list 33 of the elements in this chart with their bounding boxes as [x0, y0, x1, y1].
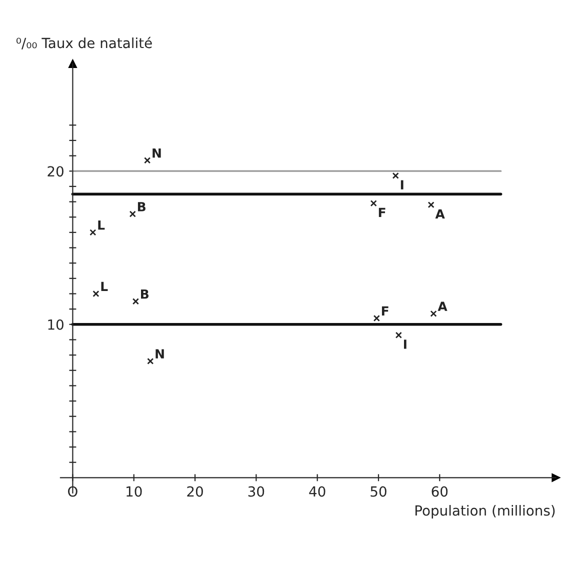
x-tick-label: 20	[187, 486, 203, 497]
data-label: N	[156, 349, 164, 358]
data-label: L	[101, 282, 108, 291]
x-tick-label: O	[68, 486, 78, 497]
data-label: A	[435, 209, 445, 218]
data-label: N	[152, 148, 161, 158]
point	[428, 202, 434, 208]
x-tick-label: 50	[370, 486, 386, 497]
point	[373, 314, 380, 322]
data-label: I	[404, 340, 406, 349]
x-tick-label: 10	[126, 486, 142, 497]
x-tick-label: 60	[432, 486, 448, 497]
x-tick-label: 30	[248, 486, 264, 497]
data-label: L	[98, 220, 105, 230]
point	[90, 229, 96, 236]
point	[92, 290, 100, 298]
data-label: B	[141, 290, 149, 299]
y-axis-title: ⁰/₀₀ Taux de natalité	[16, 36, 152, 50]
point	[147, 358, 154, 364]
data-label: A	[438, 302, 448, 311]
data-label: F	[378, 208, 386, 217]
point	[144, 157, 151, 164]
data-label: I	[400, 180, 404, 190]
data-label: F	[382, 306, 388, 316]
point	[132, 298, 139, 305]
point	[430, 310, 437, 317]
point	[392, 172, 399, 179]
point	[129, 210, 136, 218]
point	[370, 200, 377, 207]
x-axis-title: Population (millions)	[415, 505, 555, 518]
data-label: B	[138, 202, 146, 212]
point	[395, 332, 402, 338]
x-tick-label: 40	[309, 486, 326, 497]
